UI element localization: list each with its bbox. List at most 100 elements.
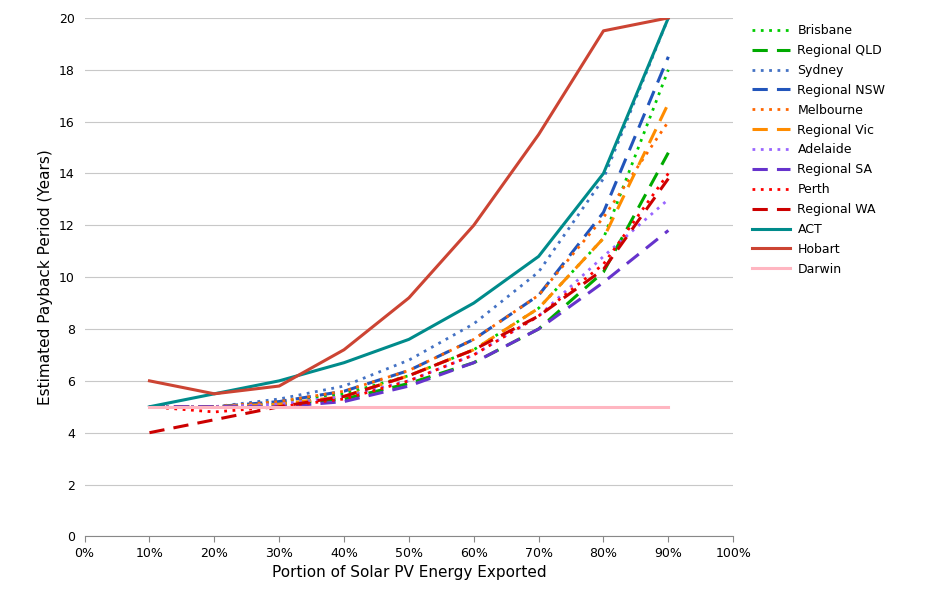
Regional QLD	[403, 380, 415, 387]
Brisbane	[403, 372, 415, 379]
Line: Regional WA: Regional WA	[149, 179, 668, 433]
Regional WA	[144, 429, 155, 436]
Melbourne	[468, 336, 479, 343]
Line: Regional Vic: Regional Vic	[149, 104, 668, 407]
Regional WA	[338, 393, 350, 400]
Perth	[533, 312, 544, 319]
Sydney	[274, 395, 285, 402]
Regional SA	[598, 279, 609, 286]
Melbourne	[598, 214, 609, 221]
Regional WA	[209, 416, 220, 423]
Regional Vic	[274, 401, 285, 408]
Regional Vic	[144, 403, 155, 411]
Regional Vic	[209, 403, 220, 411]
Sydney	[144, 403, 155, 411]
Line: Regional SA: Regional SA	[149, 231, 668, 407]
Adelaide	[274, 401, 285, 408]
Darwin	[209, 403, 220, 411]
Regional Vic	[533, 305, 544, 312]
Adelaide	[663, 195, 674, 203]
Sydney	[663, 14, 674, 21]
Darwin	[274, 403, 285, 411]
Regional WA	[663, 175, 674, 182]
Brisbane	[338, 390, 350, 398]
Perth	[144, 403, 155, 411]
Melbourne	[663, 118, 674, 125]
Perth	[663, 170, 674, 177]
Regional QLD	[209, 403, 220, 411]
Regional SA	[144, 403, 155, 411]
Hobart	[338, 346, 350, 353]
ACT	[403, 336, 415, 343]
X-axis label: Portion of Solar PV Energy Exported: Portion of Solar PV Energy Exported	[272, 566, 546, 581]
ACT	[338, 359, 350, 367]
Hobart	[663, 14, 674, 21]
Regional SA	[468, 359, 479, 367]
Regional QLD	[533, 325, 544, 333]
Regional Vic	[403, 372, 415, 379]
Brisbane	[209, 403, 220, 411]
Adelaide	[144, 403, 155, 411]
Sydney	[403, 356, 415, 364]
ACT	[533, 253, 544, 260]
Regional NSW	[533, 291, 544, 299]
Regional QLD	[274, 401, 285, 408]
Perth	[338, 395, 350, 402]
Line: Adelaide: Adelaide	[149, 199, 668, 407]
Hobart	[403, 294, 415, 302]
Perth	[468, 351, 479, 358]
Line: Perth: Perth	[149, 173, 668, 412]
Adelaide	[209, 403, 220, 411]
Line: ACT: ACT	[149, 18, 668, 407]
Adelaide	[338, 393, 350, 400]
Hobart	[209, 390, 220, 398]
Regional NSW	[403, 367, 415, 374]
Regional SA	[274, 403, 285, 411]
Line: Hobart: Hobart	[149, 18, 668, 394]
ACT	[663, 14, 674, 21]
Melbourne	[533, 291, 544, 299]
Hobart	[468, 222, 479, 229]
Regional QLD	[663, 149, 674, 156]
Regional SA	[533, 325, 544, 333]
Regional SA	[338, 398, 350, 405]
Regional WA	[274, 403, 285, 411]
Regional Vic	[663, 100, 674, 107]
Regional NSW	[274, 398, 285, 405]
Darwin	[468, 403, 479, 411]
Perth	[403, 377, 415, 384]
Hobart	[274, 383, 285, 390]
Brisbane	[533, 305, 544, 312]
Line: Sydney: Sydney	[149, 18, 668, 407]
Brisbane	[598, 235, 609, 242]
Melbourne	[144, 403, 155, 411]
Hobart	[144, 377, 155, 384]
Regional Vic	[468, 346, 479, 353]
Adelaide	[598, 253, 609, 260]
Sydney	[338, 383, 350, 390]
Melbourne	[209, 403, 220, 411]
Darwin	[598, 403, 609, 411]
Melbourne	[403, 367, 415, 374]
Melbourne	[274, 398, 285, 405]
Regional NSW	[209, 403, 220, 411]
ACT	[209, 390, 220, 398]
Darwin	[533, 403, 544, 411]
Regional WA	[598, 266, 609, 273]
Regional WA	[533, 312, 544, 319]
Darwin	[338, 403, 350, 411]
Perth	[598, 260, 609, 268]
Regional Vic	[598, 235, 609, 242]
Y-axis label: Estimated Payback Period (Years): Estimated Payback Period (Years)	[39, 149, 54, 405]
Sydney	[533, 268, 544, 275]
ACT	[468, 300, 479, 307]
Regional NSW	[663, 53, 674, 60]
Regional NSW	[598, 209, 609, 216]
Sydney	[598, 175, 609, 182]
Regional SA	[403, 383, 415, 390]
Line: Brisbane: Brisbane	[149, 70, 668, 407]
Regional NSW	[468, 336, 479, 343]
Line: Regional QLD: Regional QLD	[149, 153, 668, 407]
Brisbane	[144, 403, 155, 411]
Regional QLD	[144, 403, 155, 411]
